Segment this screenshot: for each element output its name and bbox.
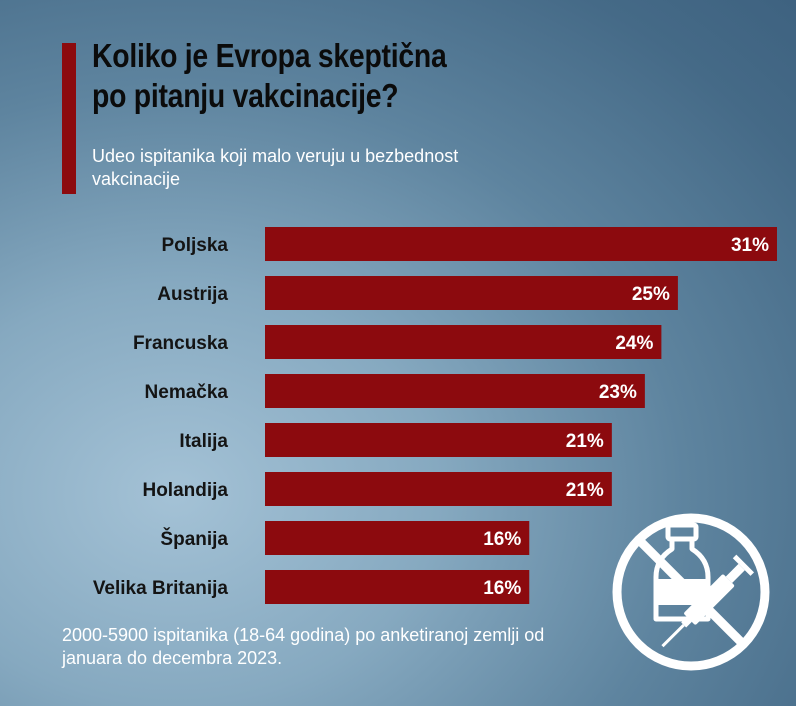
bar-2 xyxy=(265,325,662,359)
category-label: Holandija xyxy=(142,480,228,501)
category-label: Austrija xyxy=(157,284,228,305)
category-label: Italija xyxy=(179,431,228,452)
bar-3 xyxy=(265,374,645,408)
category-label: Španija xyxy=(160,528,228,550)
bar-4 xyxy=(265,423,612,457)
bar-1 xyxy=(265,276,678,310)
chart-title: Koliko je Evropa skeptična po pitanju va… xyxy=(92,37,447,114)
value-label: 23% xyxy=(599,382,637,403)
value-label: 16% xyxy=(483,578,521,599)
category-label: Poljska xyxy=(161,235,228,256)
bar-chart: Poljska 31% Austrija 25% Francuska 24% Nemačka… xyxy=(93,227,777,604)
bar-0 xyxy=(265,227,777,261)
category-label: Nemačka xyxy=(145,382,229,403)
bar-5 xyxy=(265,472,612,506)
bar-7 xyxy=(265,570,530,604)
chart-subtitle: Udeo ispitanika koji malo veruju u bezbe… xyxy=(92,146,459,189)
source-note: 2000-5900 ispitanika (18-64 godina) po a… xyxy=(62,625,545,668)
category-label: Velika Britanija xyxy=(93,578,229,599)
value-label: 24% xyxy=(615,333,653,354)
value-label: 21% xyxy=(566,480,604,501)
bar-6 xyxy=(265,521,530,555)
no-vaccine-icon xyxy=(612,513,770,671)
value-label: 16% xyxy=(483,529,521,550)
title-accent-bar xyxy=(62,43,76,194)
value-label: 31% xyxy=(731,235,769,256)
value-label: 21% xyxy=(566,431,604,452)
category-label: Francuska xyxy=(133,333,228,354)
value-label: 25% xyxy=(632,284,670,305)
